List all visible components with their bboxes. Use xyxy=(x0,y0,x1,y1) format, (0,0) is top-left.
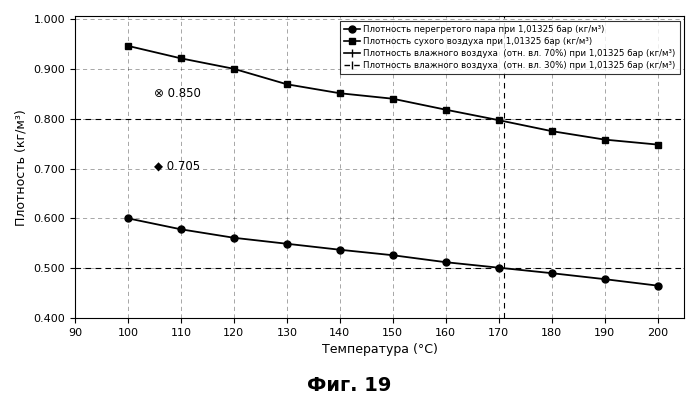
Плотность перегретого пара при 1,01325 бар (кг/м³) xyxy=(442,260,450,265)
Плотность перегретого пара при 1,01325 бар (кг/м³) xyxy=(124,216,132,221)
Плотность сухого воздуха при 1,01325 бар (кг/м³) xyxy=(547,129,556,134)
Плотность перегретого пара при 1,01325 бар (кг/м³) xyxy=(600,277,609,282)
Text: Фиг. 19: Фиг. 19 xyxy=(308,376,391,395)
Text: ◆ 0.705: ◆ 0.705 xyxy=(154,160,201,173)
Плотность перегретого пара при 1,01325 бар (кг/м³) xyxy=(494,265,503,270)
X-axis label: Температура (°C): Температура (°C) xyxy=(322,343,438,356)
Line: Плотность перегретого пара при 1,01325 бар (кг/м³): Плотность перегретого пара при 1,01325 б… xyxy=(124,215,661,289)
Плотность перегретого пара при 1,01325 бар (кг/м³) xyxy=(654,283,662,288)
Y-axis label: Плотность (кг/м³): Плотность (кг/м³) xyxy=(15,109,28,226)
Плотность сухого воздуха при 1,01325 бар (кг/м³) xyxy=(177,56,185,61)
Плотность сухого воздуха при 1,01325 бар (кг/м³) xyxy=(654,142,662,147)
Плотность сухого воздуха при 1,01325 бар (кг/м³) xyxy=(124,43,132,48)
Плотность сухого воздуха при 1,01325 бар (кг/м³) xyxy=(389,96,397,101)
Text: ⊗ 0.850: ⊗ 0.850 xyxy=(154,87,201,100)
Плотность перегретого пара при 1,01325 бар (кг/м³) xyxy=(230,235,238,240)
Плотность перегретого пара при 1,01325 бар (кг/м³) xyxy=(177,227,185,232)
Плотность сухого воздуха при 1,01325 бар (кг/м³) xyxy=(494,118,503,122)
Плотность сухого воздуха при 1,01325 бар (кг/м³) xyxy=(282,82,291,87)
Line: Плотность сухого воздуха при 1,01325 бар (кг/м³): Плотность сухого воздуха при 1,01325 бар… xyxy=(124,42,661,148)
Плотность сухого воздуха при 1,01325 бар (кг/м³) xyxy=(600,137,609,142)
Плотность перегретого пара при 1,01325 бар (кг/м³) xyxy=(389,253,397,258)
Legend: Плотность перегретого пара при 1,01325 бар (кг/м³), Плотность сухого воздуха при: Плотность перегретого пара при 1,01325 б… xyxy=(340,21,679,74)
Плотность сухого воздуха при 1,01325 бар (кг/м³) xyxy=(336,91,344,96)
Плотность перегретого пара при 1,01325 бар (кг/м³) xyxy=(547,271,556,276)
Плотность сухого воздуха при 1,01325 бар (кг/м³) xyxy=(230,66,238,71)
Плотность перегретого пара при 1,01325 бар (кг/м³) xyxy=(282,241,291,246)
Плотность перегретого пара при 1,01325 бар (кг/м³) xyxy=(336,247,344,252)
Плотность сухого воздуха при 1,01325 бар (кг/м³) xyxy=(442,107,450,112)
